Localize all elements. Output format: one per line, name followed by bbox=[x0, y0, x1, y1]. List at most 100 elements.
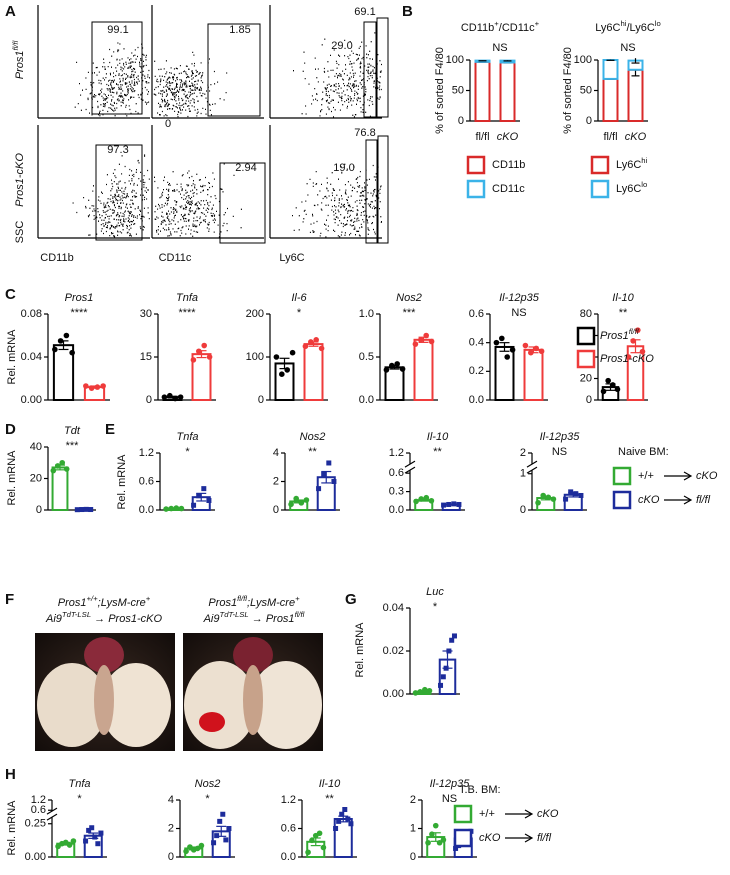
y-tick-label: 100 bbox=[446, 54, 464, 66]
gate-label: 76.8 bbox=[354, 127, 375, 139]
data-point bbox=[399, 366, 406, 372]
data-point bbox=[214, 833, 220, 839]
text-part: fl/fl bbox=[537, 832, 552, 844]
text-part: + bbox=[295, 594, 300, 603]
data-point bbox=[538, 348, 545, 355]
legend-swatch bbox=[576, 326, 596, 346]
y-tick-label: 0 bbox=[410, 851, 416, 863]
chart-title: Luc bbox=[426, 586, 444, 598]
data-point bbox=[412, 341, 419, 347]
axis-label: Ly6C bbox=[279, 252, 304, 264]
y-tick-label: 0.3 bbox=[389, 485, 404, 497]
photo-right bbox=[183, 633, 323, 751]
y-tick-label: 100 bbox=[574, 54, 592, 66]
data-point bbox=[438, 682, 444, 688]
data-point bbox=[190, 357, 197, 363]
data-point bbox=[88, 385, 95, 391]
gate-label: 2.94 bbox=[235, 162, 256, 174]
y-tick-label: 0 bbox=[520, 504, 526, 516]
data-point bbox=[348, 821, 354, 827]
y-tick-label: 0.6 bbox=[389, 467, 404, 479]
significance: ** bbox=[325, 793, 334, 805]
significance: *** bbox=[403, 307, 417, 319]
data-point bbox=[456, 501, 462, 507]
legend-label: +/+ bbox=[638, 470, 654, 482]
y-tick-label: 20 bbox=[580, 372, 592, 384]
text-part: lo bbox=[655, 19, 661, 28]
data-point bbox=[83, 506, 89, 512]
legend-label: Pros1-cKO bbox=[600, 353, 654, 365]
data-point bbox=[413, 498, 419, 505]
bar bbox=[523, 348, 544, 402]
gate bbox=[207, 23, 261, 117]
y-tick-label: 0.6 bbox=[469, 308, 484, 320]
legend-label: fl/fl bbox=[696, 494, 711, 506]
significance: **** bbox=[178, 307, 196, 319]
significance: * bbox=[77, 793, 82, 805]
data-point bbox=[383, 367, 390, 373]
photo-caption: Ai9TdT-LSL → Pros1fl/fl bbox=[203, 610, 305, 625]
data-point bbox=[288, 501, 294, 508]
data-point bbox=[279, 371, 285, 378]
axis-label: 0 bbox=[165, 118, 171, 130]
axis-break bbox=[526, 460, 538, 468]
chart-title: CD11b+/CD11c+ bbox=[461, 19, 540, 34]
chart-title: Tdt bbox=[64, 425, 81, 437]
chart-title: Pros1 bbox=[65, 292, 94, 304]
event-dots bbox=[154, 163, 242, 238]
text-part: lo bbox=[641, 180, 647, 189]
data-point bbox=[610, 382, 616, 388]
data-point bbox=[600, 388, 607, 395]
gate-label: 19.0 bbox=[333, 162, 354, 174]
data-point bbox=[412, 690, 419, 696]
y-tick-label: 50 bbox=[580, 84, 592, 96]
data-point bbox=[183, 848, 189, 855]
data-point bbox=[614, 386, 621, 393]
legend-arrowhead bbox=[683, 495, 693, 505]
bar bbox=[83, 386, 106, 402]
data-point bbox=[302, 343, 309, 350]
data-point bbox=[429, 831, 435, 837]
significance: * bbox=[185, 446, 190, 458]
data-point bbox=[443, 665, 449, 671]
axis-label: Rel. mRNA bbox=[116, 454, 128, 510]
x-tick-label: fl/fl bbox=[603, 131, 617, 143]
significance: * bbox=[433, 601, 438, 613]
panel-label: E bbox=[105, 421, 115, 438]
data-point bbox=[441, 502, 447, 508]
data-point bbox=[167, 392, 173, 399]
bar-segment bbox=[602, 77, 619, 123]
text-part: fl/fl bbox=[237, 594, 247, 603]
text-part: cKO bbox=[479, 832, 501, 844]
y-tick-label: 0 bbox=[458, 115, 464, 127]
data-point bbox=[422, 686, 428, 693]
y-tick-label: 0.25 bbox=[25, 818, 46, 830]
text-part: cKO bbox=[537, 808, 559, 820]
gate bbox=[377, 135, 389, 244]
text-part: Ly6C bbox=[595, 22, 620, 34]
y-tick-label: 0.00 bbox=[383, 688, 404, 700]
data-point bbox=[50, 467, 57, 474]
y-tick-label: 1.2 bbox=[31, 794, 46, 806]
axis-break bbox=[46, 813, 58, 821]
data-point bbox=[63, 466, 70, 472]
significance: **** bbox=[70, 307, 88, 319]
y-tick-label: 0.00 bbox=[25, 851, 46, 863]
data-point bbox=[194, 845, 201, 852]
data-point bbox=[331, 479, 337, 484]
data-point bbox=[550, 496, 557, 502]
data-point bbox=[70, 838, 77, 844]
event-dots bbox=[74, 42, 150, 117]
data-point bbox=[451, 501, 457, 507]
significance: * bbox=[297, 307, 302, 319]
data-point bbox=[161, 394, 168, 400]
text-part: + bbox=[535, 19, 540, 28]
data-point bbox=[59, 459, 66, 466]
data-point bbox=[69, 349, 75, 356]
data-point bbox=[196, 348, 202, 355]
data-point bbox=[418, 337, 424, 343]
data-point bbox=[499, 335, 505, 342]
significance: NS bbox=[620, 42, 635, 54]
x-tick-label: cKO bbox=[625, 131, 647, 143]
text-part: → Pros1-cKO bbox=[91, 613, 162, 625]
